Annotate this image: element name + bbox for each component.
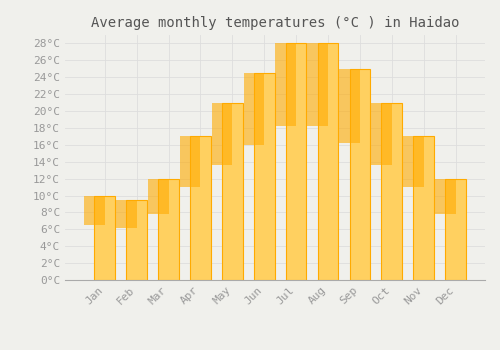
Bar [254, 73, 274, 280]
Bar [308, 43, 328, 126]
Bar [339, 69, 360, 143]
Bar [276, 43, 296, 126]
Bar [84, 196, 105, 225]
Bar [158, 178, 179, 280]
Bar [286, 43, 306, 280]
Bar [371, 103, 392, 165]
Bar [350, 69, 370, 280]
Bar [244, 73, 264, 146]
Bar [382, 103, 402, 280]
Bar [190, 136, 211, 280]
Bar [116, 200, 136, 228]
Bar [126, 200, 147, 280]
Bar [222, 103, 242, 280]
Bar [445, 178, 466, 280]
Bar [403, 136, 423, 187]
Bar [414, 136, 434, 280]
Title: Average monthly temperatures (°C ) in Haidao: Average monthly temperatures (°C ) in Ha… [91, 16, 459, 30]
Bar [318, 43, 338, 280]
Bar [212, 103, 233, 165]
Bar [435, 178, 456, 214]
Bar [94, 196, 115, 280]
Bar [180, 136, 201, 187]
Bar [148, 178, 169, 214]
